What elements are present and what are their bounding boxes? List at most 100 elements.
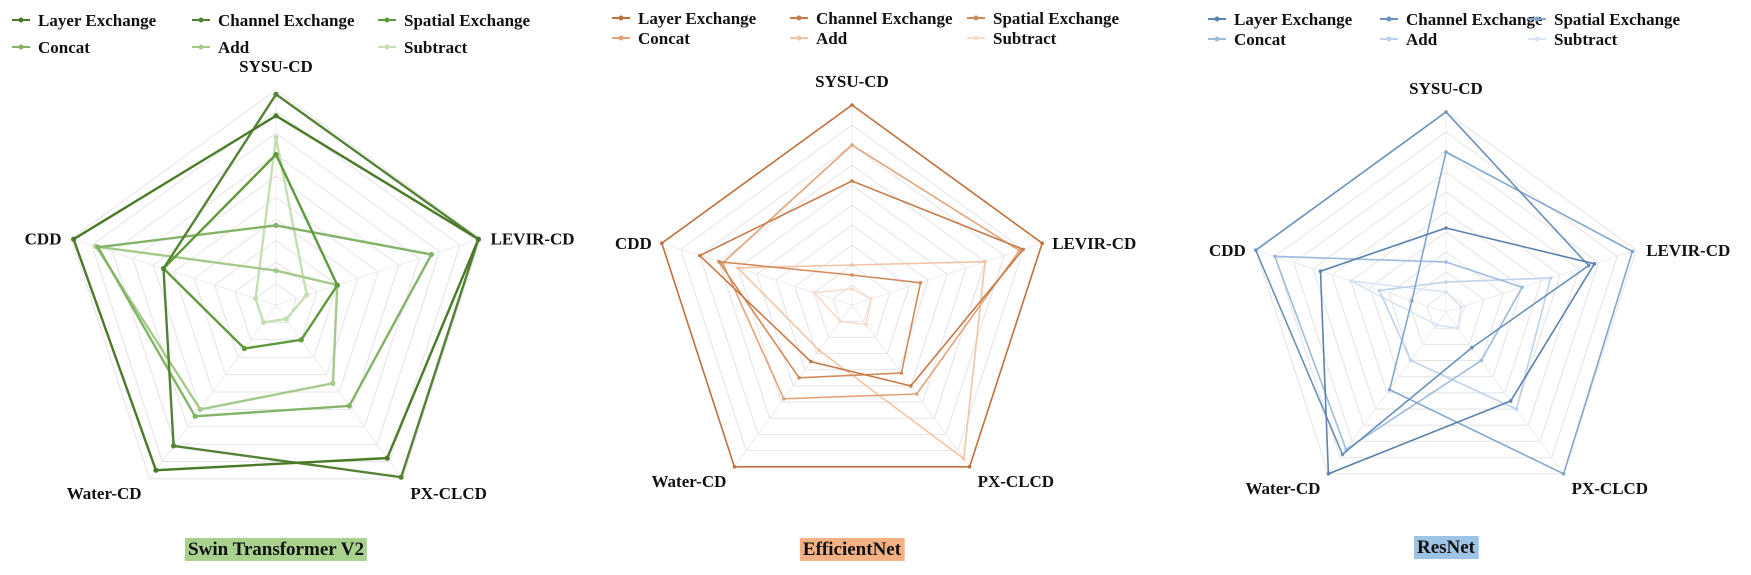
series-line-channel-exchange (698, 180, 1025, 387)
legend-label: Subtract (404, 38, 468, 57)
legend-item-layer-exchange: Layer Exchange (12, 11, 157, 30)
axis-label-levir-cd: LEVIR-CD (1646, 241, 1730, 260)
data-point-subtract-levir-cd (1459, 305, 1463, 309)
data-point-layer-exchange-px-clcd (384, 455, 390, 461)
legend-label: Channel Exchange (1406, 10, 1543, 29)
legend-item-concat: Concat (612, 29, 690, 48)
series-line-add (736, 260, 986, 461)
legend-label: Subtract (1554, 30, 1618, 49)
radar-grid (661, 104, 1043, 468)
chart-title-text: Swin Transformer V2 (188, 539, 364, 560)
legend-label: Spatial Exchange (1554, 10, 1681, 29)
legend-marker-icon (796, 15, 802, 21)
radar-spoke (275, 304, 403, 480)
legend-marker-icon (384, 17, 390, 23)
series-line-concat (721, 143, 1021, 400)
legend-marker-icon (618, 35, 624, 41)
data-point-spatial-exchange-cdd (1410, 299, 1414, 303)
data-point-add-levir-cd (1548, 276, 1553, 280)
legend-item-spatial-exchange: Spatial Exchange (967, 9, 1120, 28)
legend-label: Spatial Exchange (993, 9, 1120, 28)
data-point-channel-exchange-cdd (1254, 248, 1258, 252)
radar-grid-ring (1312, 171, 1580, 426)
data-point-concat-cdd (95, 244, 101, 250)
data-point-spatial-exchange-px-clcd (1561, 472, 1566, 476)
data-point-layer-exchange-px-clcd (1508, 399, 1513, 403)
legend-item-concat: Concat (1208, 30, 1286, 49)
series-line-add (1378, 277, 1552, 411)
radar-grid-ring (70, 89, 482, 480)
radar-grid-ring (234, 261, 318, 341)
radar-grid-ring (775, 224, 929, 371)
legend-item-subtract: Subtract (967, 29, 1057, 48)
legend-label: Layer Exchange (38, 11, 157, 30)
chart-title: Swin Transformer V2 (185, 538, 367, 561)
radar-grid-ring (1350, 211, 1542, 394)
data-point-add-px-clcd (961, 456, 966, 461)
series-line-spatial-exchange (1388, 150, 1634, 475)
data-point-spatial-exchange-water-cd (1387, 387, 1392, 392)
data-point-layer-exchange-px-clcd (967, 465, 972, 469)
legend-marker-icon (618, 15, 624, 21)
chart-title-background (1414, 536, 1479, 559)
legend-item-subtract: Subtract (378, 38, 468, 57)
series-concat (720, 143, 1022, 401)
radar-grid-ring (1407, 271, 1485, 345)
data-point-add-sysu-cd (273, 268, 279, 274)
legend-item-add: Add (192, 38, 250, 57)
axis-label-sysu-cd: SYSU-CD (815, 72, 889, 91)
legend-marker-icon (1386, 36, 1392, 42)
chart-title-background (799, 538, 905, 561)
legend-label: Subtract (993, 29, 1057, 48)
axis-label-px-clcd: PX-CLCD (1572, 479, 1649, 498)
data-point-subtract-levir-cd (304, 292, 310, 298)
series-line-concat (96, 224, 434, 418)
legend-marker-icon (198, 17, 204, 23)
legend-item-subtract: Subtract (1528, 30, 1618, 49)
chart-title-text: ResNet (1417, 537, 1476, 558)
legend-marker-icon (796, 35, 802, 41)
axis-label-sysu-cd: SYSU-CD (1409, 79, 1483, 98)
radar-spoke (1327, 311, 1447, 475)
radar-series-group (71, 91, 481, 480)
series-line-add (93, 244, 339, 411)
data-point-subtract-px-clcd (1456, 326, 1460, 331)
series-channel-exchange (698, 179, 1025, 388)
data-point-channel-exchange-levir-cd (1021, 247, 1025, 252)
radar-series-group (660, 103, 1044, 469)
legend-item-add: Add (1380, 30, 1438, 49)
axis-label-sysu-cd: SYSU-CD (239, 57, 313, 76)
legend-item-spatial-exchange: Spatial Exchange (1528, 10, 1681, 29)
data-point-layer-exchange-sysu-cd (273, 113, 279, 119)
data-point-concat-px-clcd (1479, 358, 1484, 363)
legend-label: Add (218, 38, 250, 57)
data-point-spatial-exchange-sysu-cd (850, 273, 854, 277)
legend-marker-icon (1386, 16, 1392, 22)
series-channel-exchange (1254, 110, 1591, 457)
series-layer-exchange (660, 103, 1044, 469)
legend-item-channel-exchange: Channel Exchange (790, 9, 953, 28)
data-point-spatial-exchange-levir-cd (1630, 249, 1635, 254)
legend-item-layer-exchange: Layer Exchange (612, 9, 757, 28)
legend-item-channel-exchange: Channel Exchange (1380, 10, 1543, 29)
axis-label-cdd: CDD (25, 230, 62, 249)
data-point-spatial-exchange-px-clcd (899, 371, 904, 375)
series-layer-exchange (71, 113, 481, 473)
legend-marker-icon (18, 44, 24, 50)
legend-marker-icon (1534, 36, 1540, 42)
data-point-channel-exchange-px-clcd (909, 384, 913, 388)
legend-label: Spatial Exchange (404, 11, 531, 30)
radar-grid-ring (255, 282, 297, 323)
radar-grid-ring (111, 132, 441, 445)
series-subtract (812, 287, 873, 327)
axis-label-water-cd: Water-CD (67, 484, 142, 503)
legend-item-concat: Concat (12, 38, 90, 57)
data-point-spatial-exchange-px-clcd (298, 337, 304, 343)
chart-title: EfficientNet (799, 538, 905, 561)
data-point-channel-exchange-px-clcd (398, 474, 404, 480)
legend-marker-icon (384, 44, 390, 50)
radar-grid-ring (1293, 151, 1599, 442)
radar-spoke (1445, 249, 1637, 313)
radar-series-group (1254, 110, 1635, 476)
data-point-add-sysu-cd (850, 263, 854, 267)
